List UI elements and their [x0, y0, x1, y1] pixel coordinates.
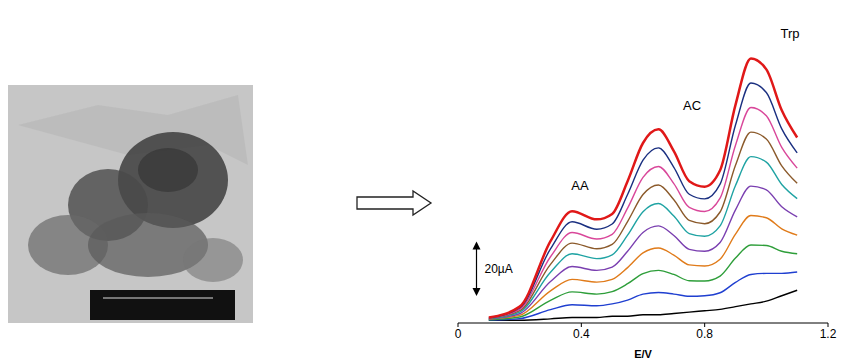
svg-text:0.4: 0.4 [573, 327, 590, 341]
svg-text:0.8: 0.8 [696, 327, 713, 341]
html-text:AC: AC [683, 98, 701, 113]
svg-text:20µA: 20µA [485, 262, 513, 276]
svg-text:1.2: 1.2 [820, 327, 837, 341]
svg-text:E/V: E/V [634, 348, 652, 360]
html-text:AA: AA [571, 178, 589, 193]
html-text:Trp: Trp [780, 26, 800, 41]
svg-text:0: 0 [455, 327, 462, 341]
